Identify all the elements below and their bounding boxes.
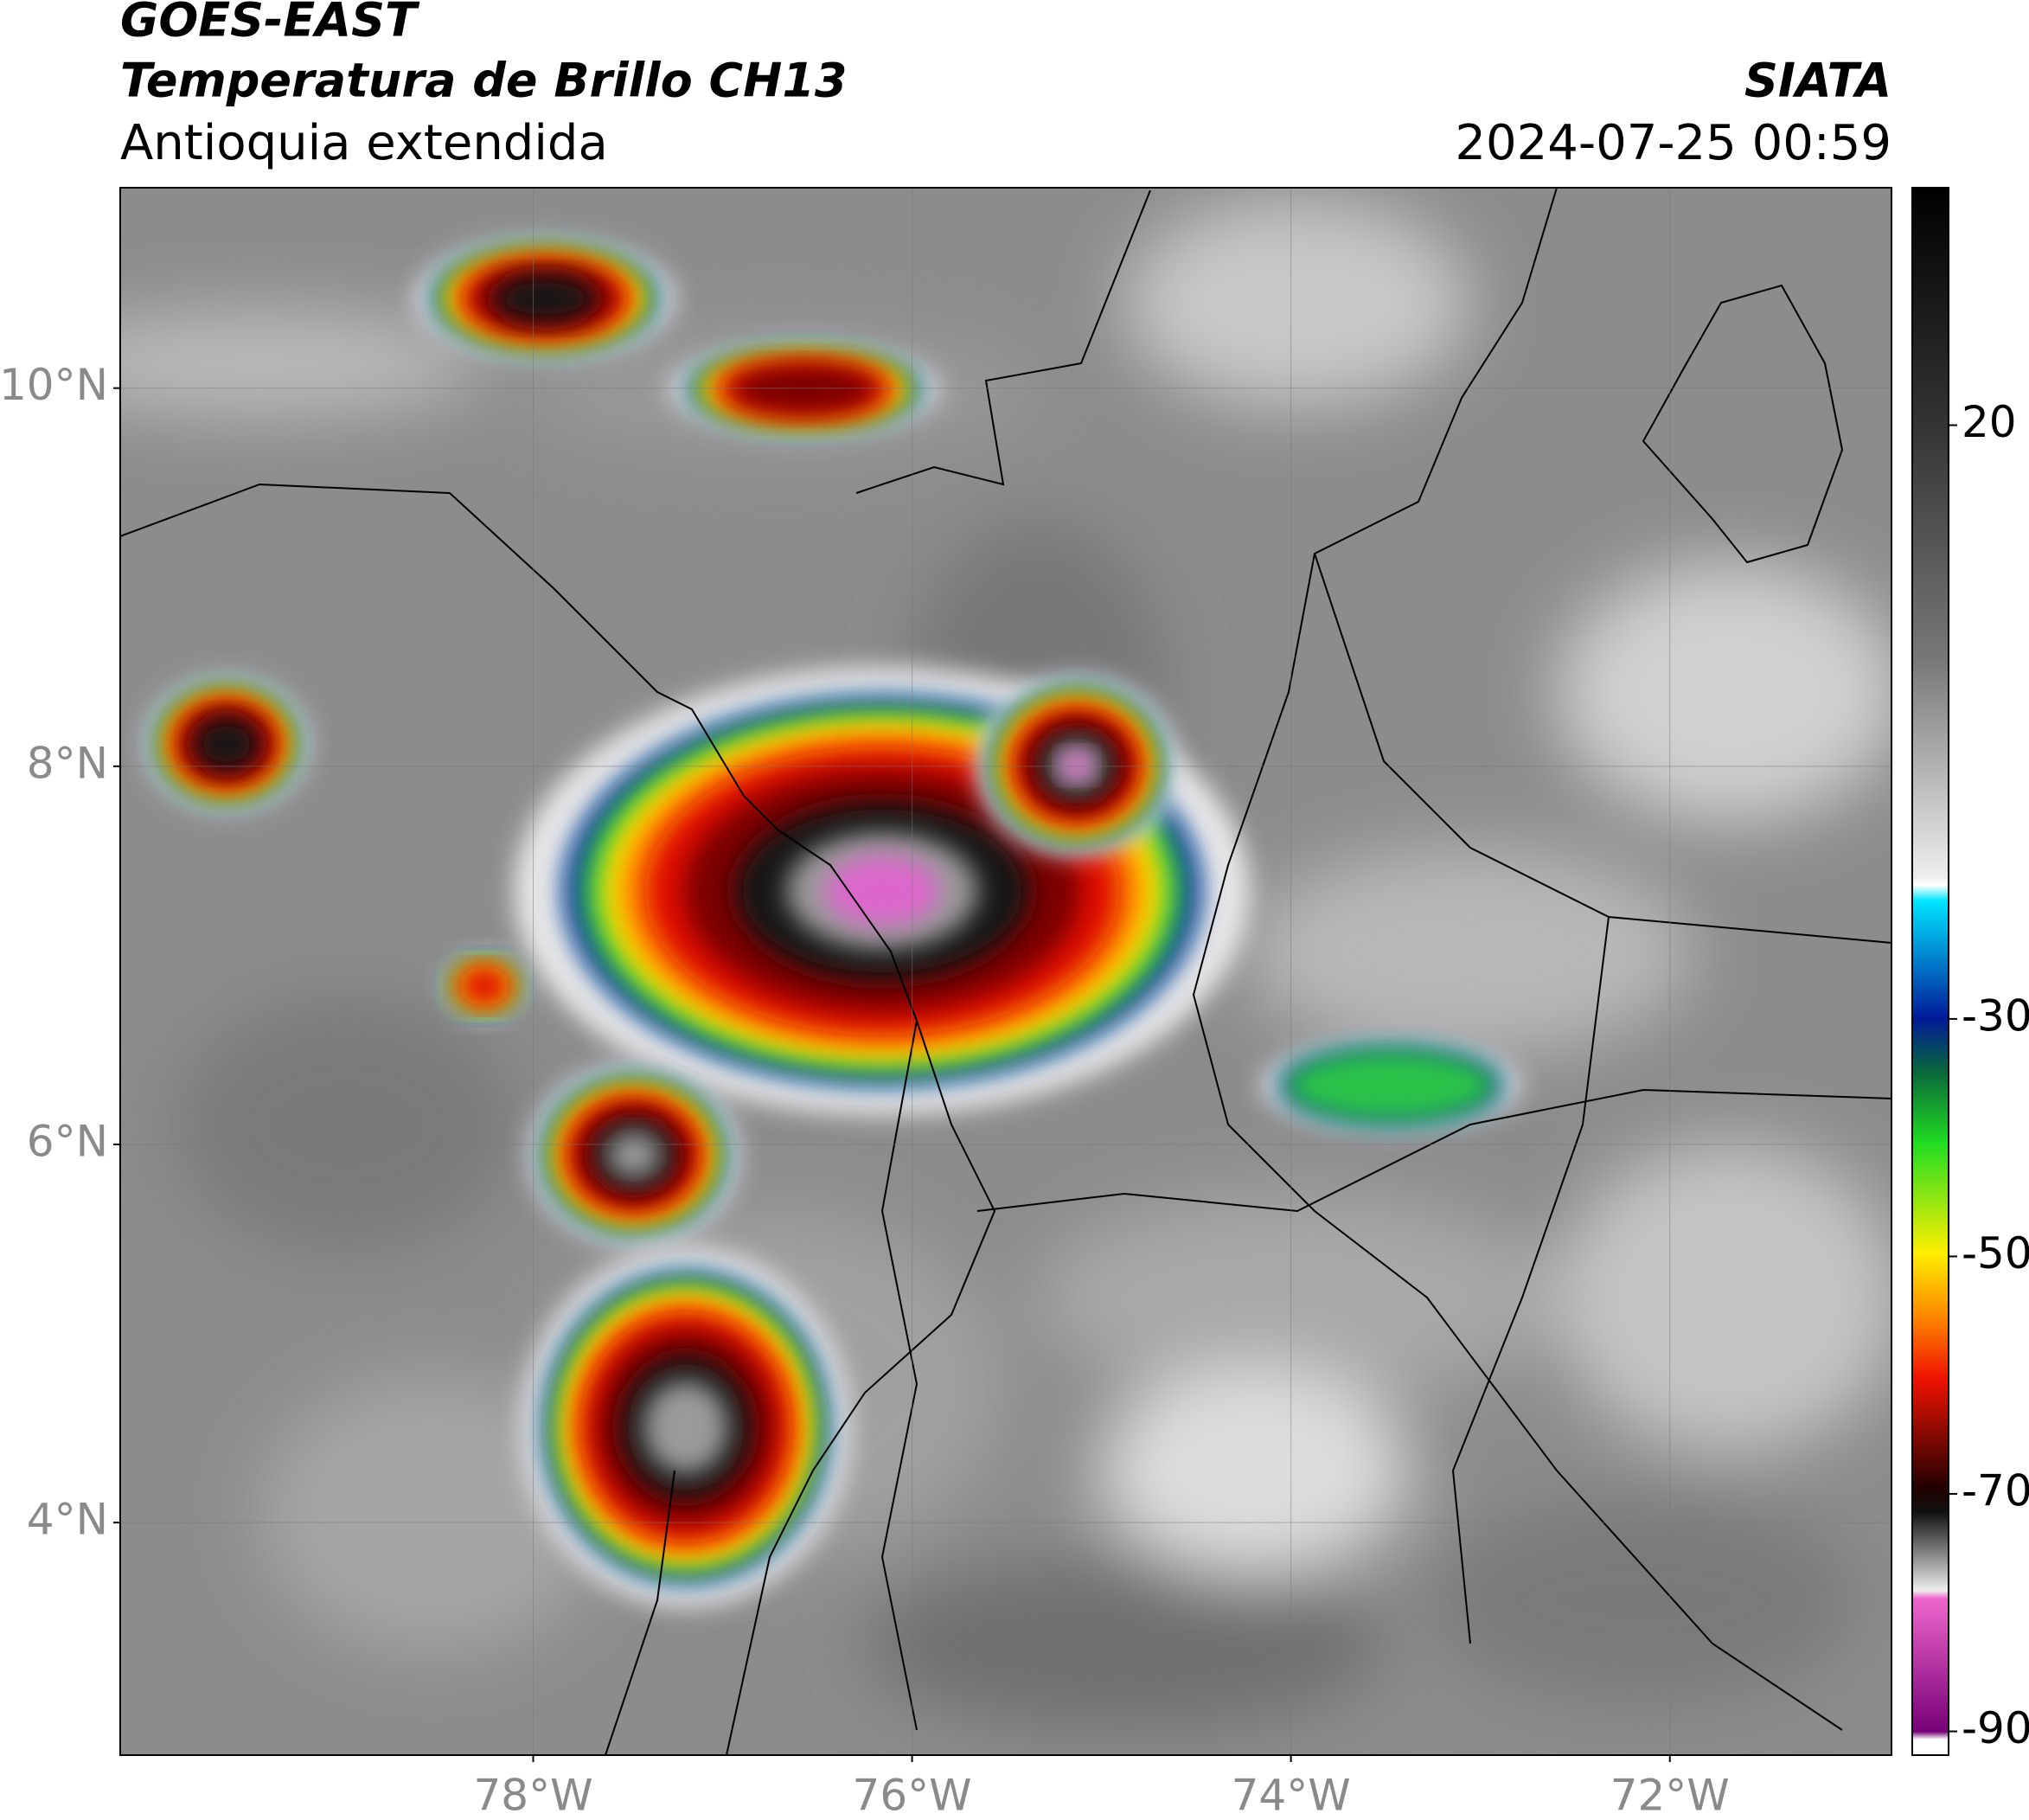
cloud (1124, 199, 1470, 407)
cloud (865, 1557, 1384, 1730)
storm-layer (606, 1131, 662, 1178)
storm-layer (1061, 751, 1092, 780)
cloud (173, 995, 519, 1254)
x-tick-label: 74°W (1232, 1771, 1351, 1817)
colorbar (1911, 187, 1949, 1756)
colorbar-tick-label: -70 (1962, 1466, 2029, 1516)
colorbar-tick-label: -50 (1962, 1228, 2029, 1278)
borders (120, 188, 1891, 1755)
x-tick-label: 72°W (1610, 1771, 1730, 1817)
title: Temperatura de Brillo CH13 (120, 54, 848, 108)
agency: SIATA (1744, 54, 1891, 108)
grid (120, 188, 1891, 1755)
storm-layer (643, 1381, 729, 1474)
cloud (1098, 1367, 1410, 1574)
y-tick-label: 8°N (27, 738, 108, 788)
storm-layer (458, 966, 510, 1006)
x-tick-label: 76°W (853, 1771, 972, 1817)
cloud (1557, 562, 1891, 822)
y-tick-label: 10°N (0, 360, 108, 410)
frame (119, 187, 1892, 1756)
storm-layer (1284, 1048, 1497, 1123)
colorbar-tick-label: -90 (1962, 1703, 2029, 1753)
y-tick-label: 6°N (27, 1116, 108, 1166)
cloud (1427, 1496, 1859, 1704)
storm-layer (194, 717, 259, 771)
storm-layer (493, 274, 597, 323)
storms (144, 239, 1520, 1606)
satellite: GOES-EAST (120, 0, 420, 48)
cloud (1038, 1194, 1557, 1401)
colorbar-tick-label: -30 (1962, 990, 2029, 1041)
cloud (120, 311, 484, 415)
storm-layer (732, 365, 877, 413)
storm-layer (824, 856, 940, 926)
timestamp: 2024-07-25 00:59 (1455, 115, 1891, 171)
x-tick-label: 78°W (473, 1771, 592, 1817)
imagery (120, 188, 1891, 1755)
region: Antioquia extendida (120, 115, 608, 171)
cloud (1557, 1142, 1891, 1453)
y-tick-label: 4°N (27, 1495, 108, 1545)
cloud (259, 1375, 605, 1652)
colorbar-tick-label: 20 (1962, 397, 2017, 447)
cloud (1245, 848, 1695, 1055)
